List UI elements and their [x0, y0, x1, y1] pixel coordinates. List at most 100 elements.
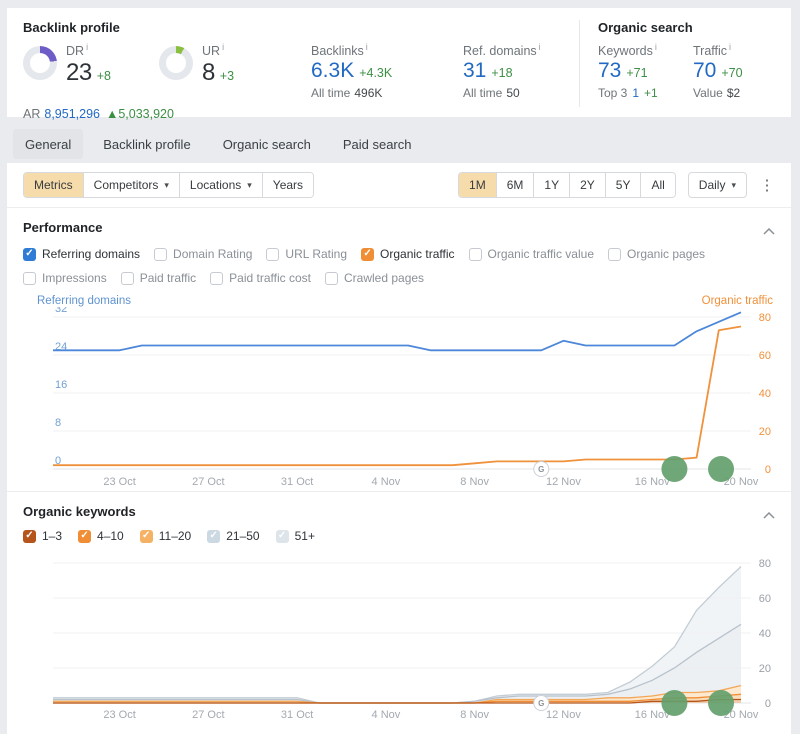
- dr-label: DR: [66, 44, 84, 58]
- keywords-label: Keywords: [598, 44, 653, 58]
- performance-chart[interactable]: 0082016402460328023 Oct27 Oct31 Oct4 Nov…: [23, 307, 775, 491]
- traffic-metric: Traffici 70+70 Value$2: [693, 44, 775, 100]
- tab-bar: General Backlink profile Organic search …: [13, 129, 424, 159]
- range-all-button[interactable]: All: [640, 173, 674, 197]
- checkbox-paid-traffic-cost[interactable]: Paid traffic cost: [210, 271, 311, 285]
- collapse-chevron-up-icon[interactable]: [763, 506, 775, 524]
- svg-text:G: G: [538, 465, 544, 474]
- locations-button[interactable]: Locations▾: [179, 173, 262, 197]
- alltime-label: All time: [463, 86, 502, 100]
- series-right: [53, 327, 741, 466]
- backlinks-label: Backlinks: [311, 44, 364, 58]
- checkbox-pos-1-3[interactable]: ✓1–3: [23, 529, 62, 543]
- x-axis-tick: 8 Nov: [460, 709, 489, 721]
- granularity-button[interactable]: Daily▾: [688, 172, 747, 198]
- ar-label: AR: [23, 107, 40, 121]
- right-axis-tick: 80: [759, 312, 771, 324]
- top3-value[interactable]: 1: [632, 86, 639, 100]
- x-axis-tick: 16 Nov: [635, 476, 670, 488]
- checkbox-paid-traffic[interactable]: Paid traffic: [121, 271, 196, 285]
- traffic-delta: +70: [721, 66, 742, 80]
- x-axis-tick: 23 Oct: [103, 476, 135, 488]
- ref-domains-delta: +18: [491, 66, 512, 80]
- checkbox-domain-rating[interactable]: Domain Rating: [154, 247, 252, 261]
- tab-general[interactable]: General: [13, 129, 83, 159]
- range-1m-button[interactable]: 1M: [459, 173, 496, 197]
- alltime-label: All time: [311, 86, 350, 100]
- url-rating-metric: URi 8+3: [159, 44, 311, 100]
- range-1y-button[interactable]: 1Y: [533, 173, 569, 197]
- checkbox-referring-domains[interactable]: ✓Referring domains: [23, 247, 140, 261]
- tab-backlink-profile[interactable]: Backlink profile: [91, 129, 202, 159]
- checkbox-pos-51plus[interactable]: ✓51+: [276, 529, 315, 543]
- ref-domains-value[interactable]: 31: [463, 59, 486, 82]
- kebab-menu-icon[interactable]: ⋮: [759, 176, 775, 194]
- info-icon: i: [729, 42, 731, 52]
- ur-donut-chart: [159, 46, 193, 80]
- checkbox-pos-11-20[interactable]: ✓11–20: [140, 529, 191, 543]
- checkbox-url-rating[interactable]: URL Rating: [266, 247, 347, 261]
- google-update-marker[interactable]: [661, 456, 687, 482]
- x-axis-tick: 12 Nov: [546, 709, 581, 721]
- checkbox-organic-traffic[interactable]: ✓Organic traffic: [361, 247, 454, 261]
- checkbox-impressions[interactable]: Impressions: [23, 271, 107, 285]
- checkbox-pos-4-10[interactable]: ✓4–10: [78, 529, 124, 543]
- checkbox-organic-traffic-value[interactable]: Organic traffic value: [469, 247, 595, 261]
- keyword-position-legend: ✓1–3 ✓4–10 ✓11–20 ✓21–50 ✓51+: [23, 529, 775, 543]
- x-axis-tick: 23 Oct: [103, 709, 135, 721]
- range-6m-button[interactable]: 6M: [496, 173, 534, 197]
- x-axis-tick: 31 Oct: [281, 476, 313, 488]
- ar-value[interactable]: 8,951,296: [44, 107, 100, 121]
- organic-keywords-chart[interactable]: 02040608023 Oct27 Oct31 Oct4 Nov8 Nov12 …: [23, 543, 775, 721]
- right-axis-tick: 40: [759, 388, 771, 400]
- keywords-metric: Keywordsi 73+71 Top 31+1: [598, 44, 693, 100]
- domain-rating-metric: DRi 23+8: [23, 44, 159, 100]
- right-axis-tick: 40: [759, 628, 771, 640]
- range-5y-button[interactable]: 5Y: [605, 173, 641, 197]
- backlinks-metric: Backlinksi 6.3K +4.3K All time 496K: [311, 44, 463, 100]
- top3-delta: +1: [644, 86, 658, 100]
- summary-card: Backlink profile DRi 23+8 URi 8+3 Backli…: [7, 8, 791, 117]
- right-axis-tick: 20: [759, 663, 771, 675]
- traffic-value[interactable]: 70: [693, 59, 716, 82]
- checkbox-crawled-pages[interactable]: Crawled pages: [325, 271, 424, 285]
- metric-checkbox-rows: ✓Referring domains Domain Rating URL Rat…: [23, 247, 775, 285]
- right-axis-tick: 80: [759, 558, 771, 570]
- range-2y-button[interactable]: 2Y: [569, 173, 605, 197]
- tab-paid-search[interactable]: Paid search: [331, 129, 424, 159]
- google-update-marker[interactable]: [661, 690, 687, 716]
- collapse-chevron-up-icon[interactable]: [763, 222, 775, 240]
- dr-value: 23: [66, 59, 92, 86]
- checkbox-organic-pages[interactable]: Organic pages: [608, 247, 705, 261]
- ur-value: 8: [202, 59, 215, 86]
- chevron-down-icon: ▾: [164, 180, 169, 191]
- checkbox-pos-21-50[interactable]: ✓21–50: [207, 529, 259, 543]
- date-range-group: 1M 6M 1Y 2Y 5Y All: [458, 172, 676, 198]
- x-axis-tick: 4 Nov: [372, 476, 401, 488]
- right-axis-tick: 60: [759, 350, 771, 362]
- years-button[interactable]: Years: [262, 173, 313, 197]
- x-axis-tick: 27 Oct: [192, 476, 224, 488]
- left-axis-tick: 16: [55, 379, 67, 391]
- info-icon: i: [366, 42, 368, 52]
- backlinks-value[interactable]: 6.3K: [311, 59, 354, 82]
- backlinks-delta: +4.3K: [359, 66, 392, 80]
- metrics-button[interactable]: Metrics: [24, 173, 83, 197]
- info-icon: i: [222, 42, 224, 52]
- ar-delta: ▲5,033,920: [106, 107, 174, 121]
- tab-organic-search[interactable]: Organic search: [211, 129, 323, 159]
- left-axis-title: Referring domains: [37, 295, 131, 307]
- alltime-value: 496K: [354, 86, 382, 100]
- series-left: [53, 312, 741, 350]
- x-axis-tick: 27 Oct: [192, 709, 224, 721]
- keywords-value[interactable]: 73: [598, 59, 621, 82]
- organic-search-title: Organic search: [598, 20, 775, 35]
- svg-text:G: G: [538, 699, 544, 708]
- left-axis-tick: 24: [55, 341, 67, 353]
- dr-donut-chart: [23, 46, 57, 80]
- x-axis-tick: 12 Nov: [546, 476, 581, 488]
- band-3: [53, 624, 741, 703]
- competitors-button[interactable]: Competitors▾: [83, 173, 179, 197]
- google-update-marker[interactable]: [708, 690, 734, 716]
- google-update-marker[interactable]: [708, 456, 734, 482]
